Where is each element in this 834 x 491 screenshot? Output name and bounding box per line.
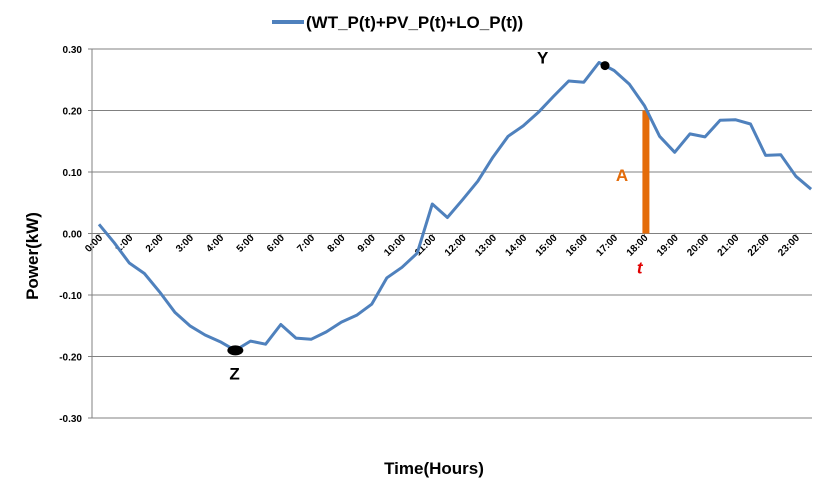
annotation-t-label: t (637, 258, 644, 277)
annotation-a-group: At (616, 110, 650, 277)
x-tick-label: 10:00 (382, 233, 408, 259)
y-tick-label: 0.30 (63, 45, 83, 56)
x-tick-label: 17:00 (594, 233, 620, 259)
x-tick-label: 7:00 (295, 233, 317, 255)
x-axis-ticks: 0:00 1:00 2:00 3:00 4:00 5:00 6:00 7:00 8:00 9:00… (83, 233, 802, 259)
x-tick-label: 6:00 (265, 233, 287, 255)
y-axis-ticks: 0.30 0.20 0.10 0.00 -0.10 -0.20 -0.30 (59, 45, 82, 425)
y-tick-label: -0.10 (59, 291, 82, 302)
x-tick-label: 3:00 (174, 233, 196, 255)
trough-label-z: Z (229, 364, 239, 383)
x-tick-label: 9:00 (356, 233, 378, 255)
x-tick-label: 4:00 (204, 233, 226, 255)
y-tick-label: 0.20 (63, 107, 83, 118)
x-tick-label: 5:00 (235, 233, 257, 255)
x-tick-label: 18:00 (625, 233, 651, 259)
x-tick-label: 12:00 (443, 233, 469, 259)
x-tick-label: 23:00 (776, 233, 802, 259)
x-tick-label: 15:00 (534, 233, 560, 259)
x-tick-label: 0:00 (83, 233, 105, 255)
y-axis-title: Power(kW) (23, 212, 42, 300)
x-tick-label: 2:00 (144, 233, 166, 255)
x-tick-label: 22:00 (746, 233, 772, 259)
y-tick-label: 0.10 (63, 168, 83, 179)
x-tick-label: 14:00 (503, 233, 529, 259)
annotation-a-label: A (616, 166, 628, 185)
peak-point-y (600, 61, 610, 71)
x-axis-title: Time(Hours) (384, 459, 484, 478)
y-tick-label: -0.20 (59, 353, 82, 364)
x-tick-label: 21:00 (716, 233, 742, 259)
markers-group: YZ (227, 49, 610, 383)
y-tick-label: 0.00 (63, 230, 83, 241)
peak-label-y: Y (537, 49, 549, 68)
trough-point-z (227, 345, 244, 356)
x-tick-label: 1:00 (113, 233, 135, 255)
legend-label: (WT_P(t)+PV_P(t)+LO_P(t)) (306, 13, 523, 32)
gridlines (88, 48, 812, 419)
x-tick-label: 19:00 (655, 233, 681, 259)
x-tick-label: 16:00 (564, 233, 590, 259)
series-group (97, 61, 813, 352)
x-tick-label: 8:00 (326, 233, 348, 255)
y-tick-label: -0.30 (59, 414, 82, 425)
series-line (97, 61, 813, 352)
x-tick-label: 20:00 (685, 233, 711, 259)
x-tick-label: 13:00 (473, 233, 499, 259)
